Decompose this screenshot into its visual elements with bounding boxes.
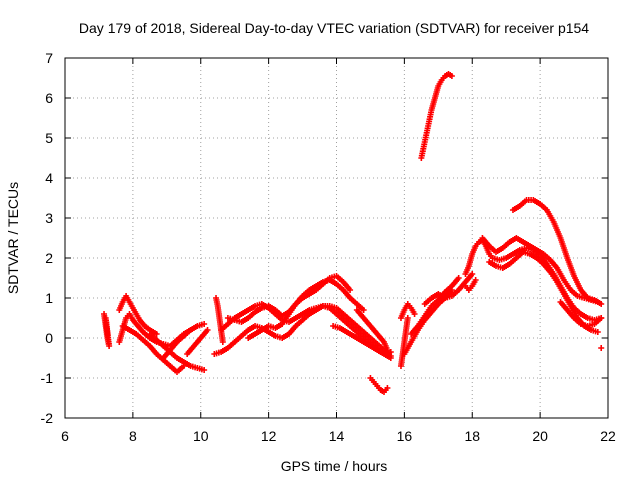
series-seg8	[213, 295, 226, 345]
x-tick-label: 22	[600, 428, 616, 444]
data-point	[384, 347, 391, 353]
data-point	[219, 339, 226, 345]
series-seg6	[160, 321, 208, 361]
data-point	[404, 315, 411, 321]
data-point	[598, 345, 605, 351]
y-tick-label: -2	[41, 410, 54, 426]
data-point	[104, 331, 111, 337]
x-tick-label: 12	[261, 428, 277, 444]
x-tick-label: 8	[129, 428, 137, 444]
data-point	[360, 307, 367, 313]
y-tick-label: 6	[45, 90, 53, 106]
series-seg24	[479, 235, 601, 305]
data-point	[594, 329, 601, 335]
series-seg27	[557, 299, 605, 329]
y-tick-label: 3	[45, 210, 53, 226]
data-point	[411, 311, 418, 317]
y-tick-label: 5	[45, 130, 53, 146]
data-points	[101, 71, 605, 395]
x-axis-label: GPS time / hours	[281, 458, 388, 474]
x-tick-label: 14	[329, 428, 345, 444]
data-point	[472, 277, 479, 283]
y-tick-label: 0	[45, 330, 53, 346]
series-seg4	[119, 323, 187, 375]
x-tick-labels: 6 8 10 12 14 16 18 20 22	[61, 428, 616, 444]
data-point	[469, 271, 476, 277]
series-seg28	[598, 345, 605, 351]
y-tick-label: 2	[45, 250, 53, 266]
series-seg5	[146, 331, 208, 373]
y-tick-label: -1	[41, 370, 54, 386]
series-seg25	[486, 249, 601, 335]
y-tick-label: 1	[45, 290, 53, 306]
x-tick-label: 16	[397, 428, 413, 444]
series-seg1	[101, 311, 113, 349]
series-seg12	[245, 273, 354, 341]
series-seg13	[330, 323, 394, 357]
data-point	[448, 73, 455, 79]
data-point	[598, 315, 605, 321]
series-seg19	[408, 275, 462, 337]
x-tick-label: 6	[61, 428, 69, 444]
series-seg26	[509, 197, 605, 307]
series-seg17	[397, 301, 418, 321]
data-point	[347, 287, 354, 293]
series-seg15	[367, 375, 391, 395]
series-seg14	[353, 307, 391, 353]
data-point	[384, 385, 391, 391]
x-tick-label: 20	[532, 428, 548, 444]
series-seg21	[418, 71, 455, 161]
series-seg7	[184, 327, 211, 357]
series-seg22	[462, 277, 479, 293]
data-point	[455, 275, 462, 281]
data-point	[153, 331, 160, 337]
data-point	[201, 367, 208, 373]
data-point	[387, 349, 394, 355]
data-point	[598, 301, 605, 307]
data-point	[204, 327, 211, 333]
x-tick-label: 18	[464, 428, 480, 444]
grid-lines	[65, 58, 608, 418]
y-tick-labels: -2 -1 0 1 2 3 4 5 6 7	[41, 50, 54, 426]
chart-title: Day 179 of 2018, Sidereal Day-to-day VTE…	[79, 20, 589, 36]
y-axis-label: SDTVAR / TECUs	[5, 182, 21, 294]
axis-ticks	[64, 57, 609, 419]
y-tick-label: 4	[45, 170, 53, 186]
data-point	[201, 321, 208, 327]
x-tick-label: 10	[193, 428, 209, 444]
y-tick-label: 7	[45, 50, 53, 66]
